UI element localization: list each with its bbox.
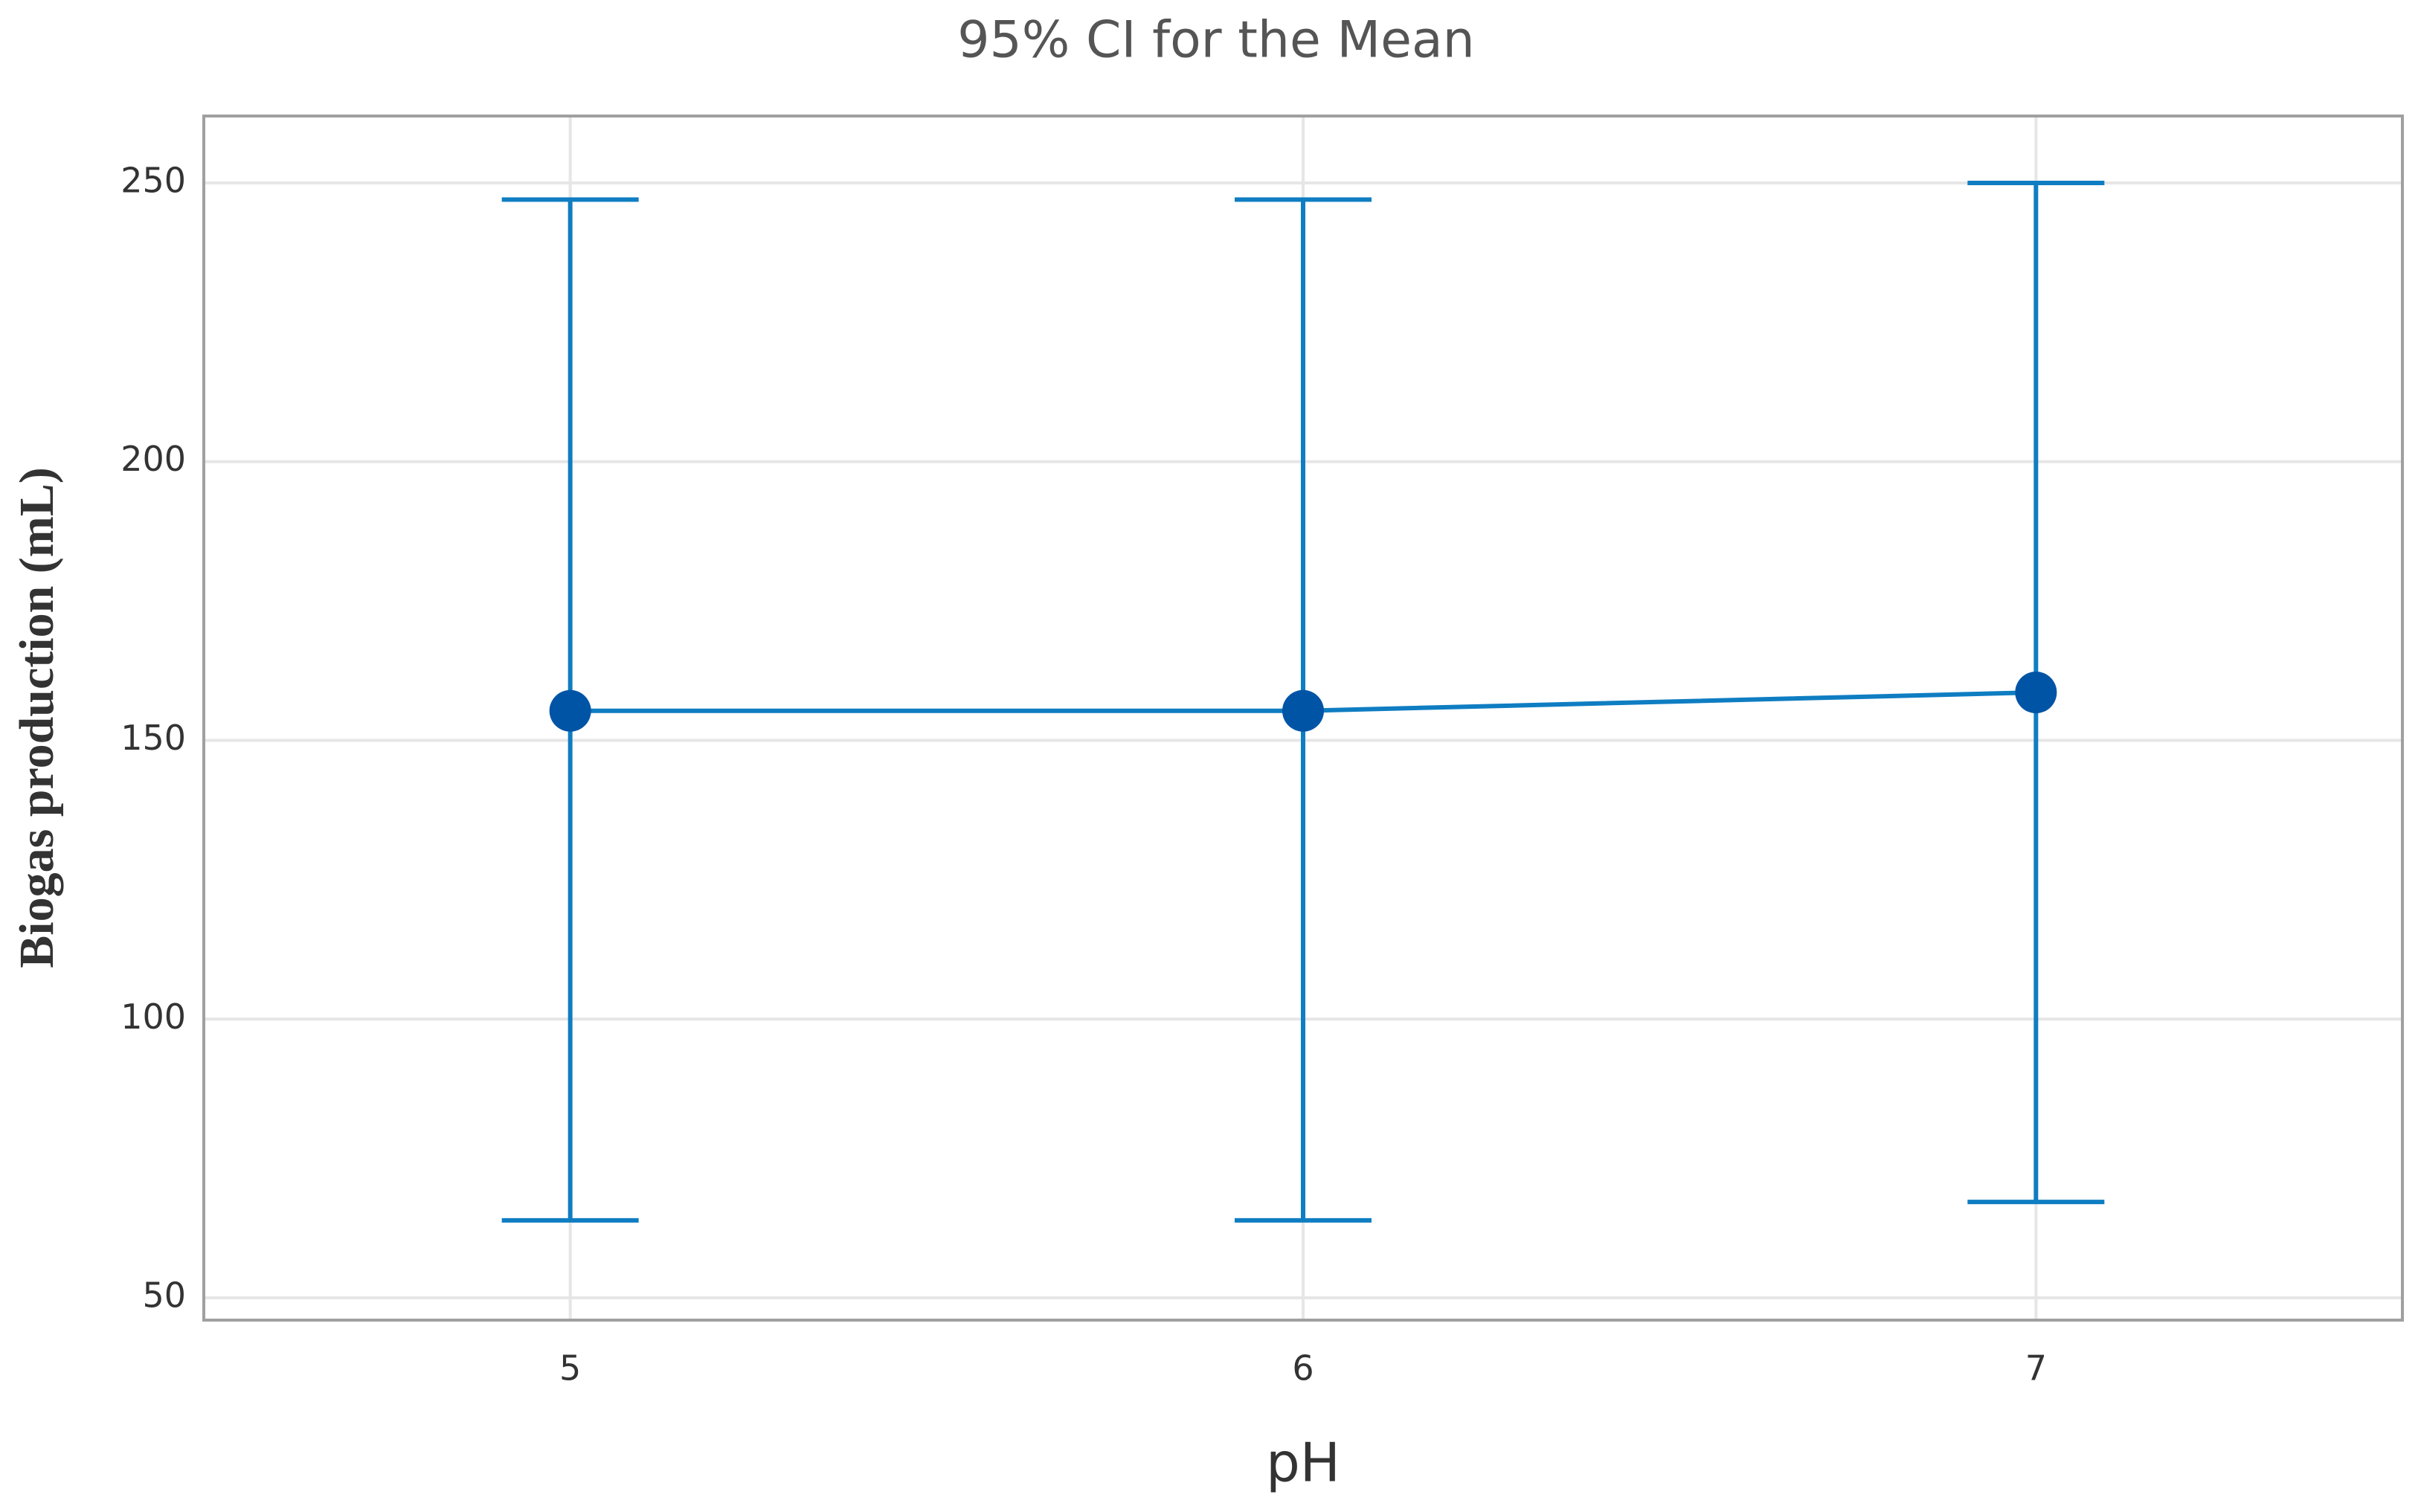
x-tick-label: 6: [1292, 1348, 1314, 1389]
mean-point: [1282, 689, 1324, 732]
x-tick-label: 5: [559, 1348, 581, 1389]
y-tick-label: 150: [120, 718, 186, 758]
x-tick-label: 7: [2025, 1348, 2047, 1389]
plot-frame: [202, 115, 2404, 1322]
x-axis-label: pH: [1266, 1432, 1340, 1494]
y-axis-label: Biogas production (mL): [10, 467, 64, 968]
y-tick-label: 50: [142, 1275, 186, 1316]
y-tick-label: 250: [120, 160, 186, 200]
mean-point: [2015, 672, 2057, 714]
y-tick-label: 100: [120, 997, 186, 1037]
marks: [501, 180, 2105, 1223]
chart-title: 95% CI for the Mean: [957, 11, 1475, 70]
y-tick-label: 200: [120, 439, 186, 479]
mean-point: [549, 689, 591, 732]
